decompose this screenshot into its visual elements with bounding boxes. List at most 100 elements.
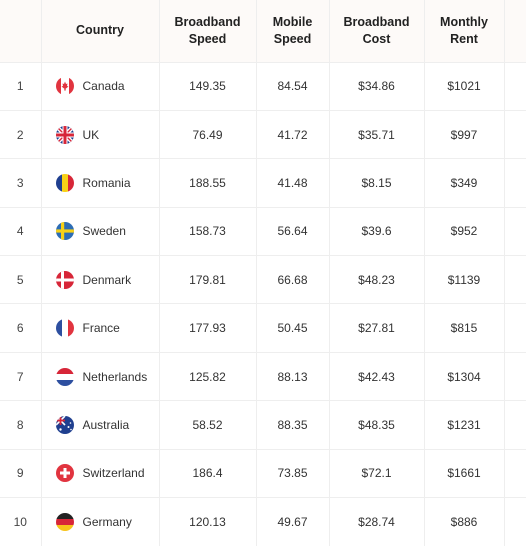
mobile-speed-cell: 73.85 [256,449,330,498]
romania-flag-icon [55,173,74,192]
rank-cell: 7 [0,352,42,401]
rank-header [0,0,42,62]
broadband-cost-cell: $28.74 [329,497,425,546]
table-row[interactable]: 2 UK 76.49 41.72 $35.71 $997 [0,110,526,159]
rank-cell: 3 [0,158,42,208]
rank-cell: 5 [0,255,42,304]
broadband-cost-header-line2: Cost [362,31,391,46]
broadband-cost-cell: $48.23 [329,255,425,304]
monthly-rent-cell: $1139 [424,255,505,304]
table-row[interactable]: 6 France 177.93 50.45 $27.81 $815 [0,303,526,353]
switzerland-flag-icon [55,464,74,483]
broadband-speed-cell: 58.52 [159,400,257,450]
broadband-speed-cell: 158.73 [159,207,257,256]
rank-cell: 10 [0,497,42,546]
mobile-speed-cell: 84.54 [256,62,330,111]
sweden-flag-icon [55,222,74,241]
country-cell: UK [41,110,160,159]
broadband-cost-cell: $42.43 [329,352,425,401]
broadband-speed-cell: 186.4 [159,449,257,498]
table-row[interactable]: 10 Germany 120.13 49.67 $28.74 $886 [0,497,526,546]
country-name: Romania [82,175,131,190]
broadband-speed-header[interactable]: Broadband Speed [159,0,257,62]
extra-cell [504,303,526,353]
mobile-speed-cell: 88.35 [256,400,330,450]
mobile-speed-header[interactable]: Mobile Speed [256,0,330,62]
monthly-rent-cell: $1661 [424,449,505,498]
broadband-cost-cell: $35.71 [329,110,425,159]
broadband-cost-cell: $72.1 [329,449,425,498]
country-name: Sweden [82,224,126,239]
mobile-speed-cell: 88.13 [256,352,330,401]
country-name: Denmark [82,272,132,287]
rank-cell: 9 [0,449,42,498]
denmark-flag-icon [55,270,74,289]
monthly-rent-cell: $952 [424,207,505,256]
table-row[interactable]: 7 Netherlands 125.82 88.13 $42.43 $1304 [0,352,526,401]
extra-column-header [504,0,526,62]
table-row[interactable]: 1 Canada 149.35 84.54 $34.86 $1021 [0,62,526,111]
france-flag-icon [55,319,74,338]
monthly-rent-header-line2: Rent [450,31,478,46]
table-row[interactable]: 3 Romania 188.55 41.48 $8.15 $349 [0,158,526,208]
rank-cell: 6 [0,303,42,353]
country-name: Germany [82,514,132,529]
broadband-speed-cell: 188.55 [159,158,257,208]
country-name: Australia [82,417,130,432]
monthly-rent-cell: $1021 [424,62,505,111]
broadband-speed-cell: 179.81 [159,255,257,304]
monthly-rent-cell: $1304 [424,352,505,401]
country-cell: Australia [41,400,160,450]
broadband-cost-header[interactable]: Broadband Cost [329,0,425,62]
germany-flag-icon [55,512,74,531]
country-cell: France [41,303,160,353]
rank-cell: 8 [0,400,42,450]
uk-flag-icon [55,125,74,144]
country-name: France [82,321,120,336]
broadband-cost-cell: $34.86 [329,62,425,111]
country-cell: Sweden [41,207,160,256]
monthly-rent-cell: $997 [424,110,505,159]
extra-cell [504,400,526,450]
country-name: Netherlands [82,369,148,384]
table-row[interactable]: 8 Australia 58.52 88.35 $48.35 $1231 [0,400,526,450]
broadband-cost-cell: $27.81 [329,303,425,353]
canada-flag-icon [55,77,74,96]
table-row[interactable]: 9 Switzerland 186.4 73.85 $72.1 $1661 [0,449,526,498]
table-header: Country Broadband Speed Mobile Speed Broad… [0,0,526,62]
country-name: UK [82,127,100,142]
broadband-speed-header-line2: Speed [188,31,227,46]
mobile-speed-cell: 50.45 [256,303,330,353]
extra-cell [504,449,526,498]
broadband-speed-cell: 120.13 [159,497,257,546]
extra-cell [504,497,526,546]
mobile-speed-cell: 41.48 [256,158,330,208]
mobile-speed-cell: 56.64 [256,207,330,256]
table-body: 1 Canada 149.35 84.54 $34.86 $1021 2 UK 76.49 41.… [0,62,526,546]
rank-cell: 1 [0,62,42,111]
country-cell: Romania [41,158,160,208]
country-cell: Switzerland [41,449,160,498]
broadband-cost-header-line1: Broadband [343,14,410,29]
mobile-speed-cell: 49.67 [256,497,330,546]
monthly-rent-cell: $1231 [424,400,505,450]
monthly-rent-header[interactable]: Monthly Rent [424,0,505,62]
broadband-speed-cell: 177.93 [159,303,257,353]
broadband-speed-header-line1: Broadband [174,14,241,29]
mobile-speed-header-line1: Mobile [272,14,313,29]
country-header[interactable]: Country [41,0,160,62]
monthly-rent-header-line1: Monthly [440,14,488,29]
country-cell: Netherlands [41,352,160,401]
rank-cell: 4 [0,207,42,256]
table-row[interactable]: 5 Denmark 179.81 66.68 $48.23 $1139 [0,255,526,304]
broadband-cost-cell: $39.6 [329,207,425,256]
country-cell: Denmark [41,255,160,304]
broadband-speed-cell: 125.82 [159,352,257,401]
extra-cell [504,62,526,111]
rank-cell: 2 [0,110,42,159]
australia-flag-icon [55,415,74,434]
country-name: Switzerland [82,466,145,481]
country-name: Canada [82,79,125,94]
mobile-speed-cell: 66.68 [256,255,330,304]
table-row[interactable]: 4 Sweden 158.73 56.64 $39.6 $952 [0,207,526,256]
